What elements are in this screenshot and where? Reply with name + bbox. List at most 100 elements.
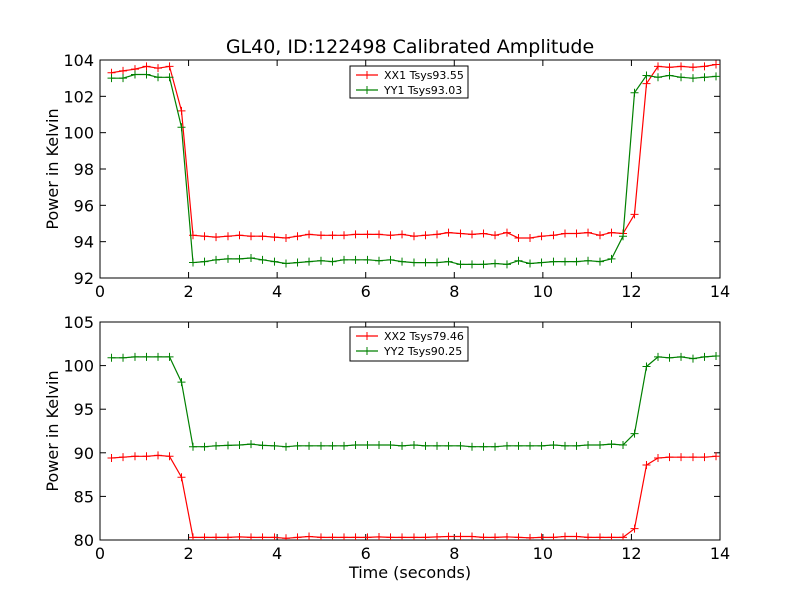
data-point [677, 62, 686, 71]
legend-label: YY1 Tsys93.03 [383, 84, 462, 97]
data-point [189, 442, 197, 451]
data-point [630, 88, 639, 97]
data-point [561, 532, 569, 540]
data-point [375, 230, 383, 239]
data-point [526, 259, 535, 268]
data-point [665, 63, 674, 72]
data-point [351, 533, 360, 540]
data-point [688, 354, 697, 363]
data-point [258, 232, 267, 241]
data-point [154, 73, 163, 82]
data-point [491, 259, 500, 268]
data-point [584, 228, 593, 237]
data-point [270, 533, 279, 540]
data-point [119, 353, 128, 362]
data-point [282, 442, 290, 451]
legend-marker [363, 347, 371, 355]
data-point [142, 70, 151, 79]
data-point [514, 234, 523, 243]
data-point [328, 231, 337, 240]
data-point [235, 440, 244, 449]
data-point [154, 451, 163, 460]
x-tick-label: 8 [449, 544, 459, 563]
data-point [514, 256, 523, 265]
data-point [235, 254, 244, 263]
data-point [712, 60, 720, 69]
data-point [258, 441, 267, 450]
data-point [444, 257, 453, 266]
data-point [584, 533, 593, 540]
x-tick-label: 0 [95, 544, 105, 563]
data-point [154, 64, 163, 73]
data-point [688, 453, 697, 462]
data-point [293, 258, 302, 267]
x-tick-label: 2 [183, 282, 193, 301]
data-point [595, 440, 604, 449]
data-point [305, 441, 314, 450]
data-point [619, 440, 628, 449]
data-point [270, 257, 279, 266]
data-point [607, 254, 616, 263]
data-point [607, 440, 616, 449]
data-point [293, 232, 302, 241]
data-point [247, 533, 256, 540]
data-point [189, 533, 197, 540]
data-point [107, 454, 116, 463]
data-point [654, 73, 662, 82]
series-2 [107, 70, 720, 269]
data-point [363, 533, 372, 540]
data-point [537, 232, 546, 241]
data-point [677, 453, 686, 462]
data-point [561, 441, 569, 450]
data-point [398, 441, 407, 450]
data-point [409, 533, 418, 540]
x-tick-label: 2 [183, 544, 193, 563]
x-tick-label: 14 [710, 282, 730, 301]
data-point [386, 533, 395, 540]
data-point [223, 533, 232, 540]
series-1 [107, 60, 720, 243]
data-point [293, 441, 302, 450]
data-point [444, 532, 453, 540]
data-point [468, 230, 476, 239]
data-point [502, 441, 511, 450]
data-point [700, 453, 709, 462]
data-point [328, 441, 337, 450]
data-point [340, 533, 349, 540]
data-point [712, 452, 720, 461]
y-tick-label: 104 [63, 51, 94, 70]
data-point [165, 73, 174, 82]
y-tick-label: 95 [74, 400, 94, 419]
x-tick-label: 6 [361, 544, 371, 563]
data-point [177, 106, 186, 115]
data-point [142, 352, 151, 361]
data-point [514, 441, 523, 450]
data-point [491, 231, 500, 240]
data-point [537, 533, 546, 540]
y-tick-label: 96 [74, 196, 94, 215]
data-point [107, 353, 116, 362]
data-point [619, 232, 628, 241]
data-point [537, 441, 546, 450]
data-point [491, 533, 500, 540]
data-point [700, 73, 709, 82]
x-axis-label: Time (seconds) [348, 563, 471, 582]
data-point [433, 441, 442, 450]
data-point [444, 441, 453, 450]
data-point [119, 453, 128, 462]
data-point [107, 74, 116, 83]
legend-marker [363, 86, 371, 94]
data-point [502, 532, 511, 540]
data-point [316, 441, 325, 450]
data-point [572, 229, 581, 238]
data-point [700, 62, 709, 71]
x-tick-label: 0 [95, 282, 105, 301]
data-point [584, 256, 593, 265]
data-point [468, 442, 476, 451]
data-point [642, 79, 651, 88]
data-point [212, 233, 221, 242]
data-point [130, 352, 139, 361]
y-tick-label: 92 [74, 269, 94, 288]
data-point [386, 255, 395, 264]
data-point [142, 452, 151, 461]
